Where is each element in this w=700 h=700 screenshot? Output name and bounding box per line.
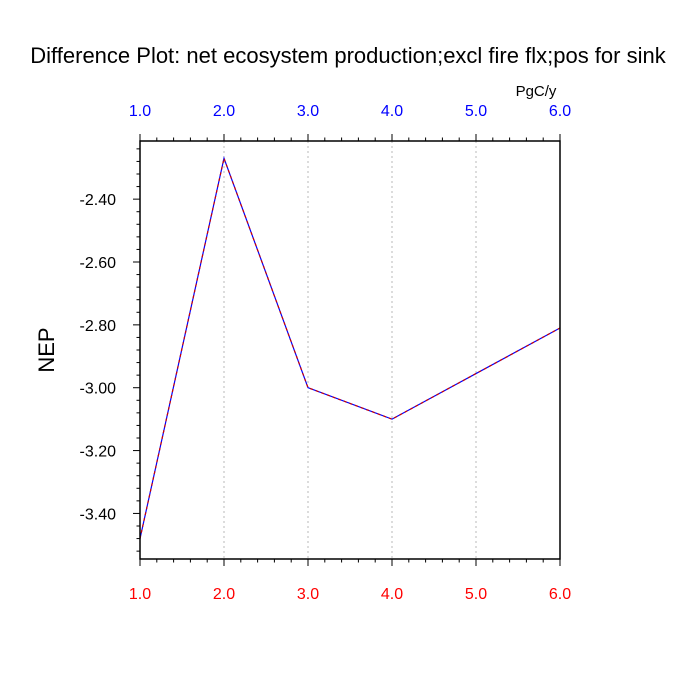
y-tick-label: -2.80 xyxy=(80,318,117,335)
x-tick-label-top: 3.0 xyxy=(297,103,319,120)
minor-ticks xyxy=(136,137,544,563)
plot-frame xyxy=(139,140,561,560)
y-tick-label: -3.40 xyxy=(80,506,117,523)
gridlines xyxy=(223,141,477,559)
x-tick-label-top: 6.0 xyxy=(549,103,571,120)
y-tick-label: -3.20 xyxy=(80,444,117,461)
y-axis-label: NEP xyxy=(34,327,59,372)
y-tick-label: -2.40 xyxy=(80,192,117,209)
x-tick-label-top: 1.0 xyxy=(129,103,151,120)
x-tick-label-bottom: 6.0 xyxy=(549,586,571,603)
x-tick-label-bottom: 4.0 xyxy=(381,586,403,603)
major-ticks xyxy=(133,134,561,566)
x-tick-label-bottom: 2.0 xyxy=(213,586,235,603)
series-layer xyxy=(139,156,561,539)
y-tick-label: -3.00 xyxy=(80,381,117,398)
y-tick-label: -2.60 xyxy=(80,255,117,272)
x-tick-label-bottom: 1.0 xyxy=(129,586,151,603)
series-line xyxy=(139,156,561,539)
tick-labels: 1.0 1.0 2.0 2.0 3.0 3.0 4.0 4.0 5.0 5.0 6.0 6.0 -3.4… xyxy=(80,103,572,603)
chart-title: Difference Plot: net ecosystem productio… xyxy=(30,43,666,68)
x-tick-label-top: 5.0 xyxy=(465,103,487,120)
series-line-dash xyxy=(139,156,561,539)
x-tick-label-bottom: 3.0 xyxy=(297,586,319,603)
x-tick-label-top: 2.0 xyxy=(213,103,235,120)
x-tick-label-bottom: 5.0 xyxy=(465,586,487,603)
x-tick-label-top: 4.0 xyxy=(381,103,403,120)
units-label: PgC/y xyxy=(516,83,557,100)
